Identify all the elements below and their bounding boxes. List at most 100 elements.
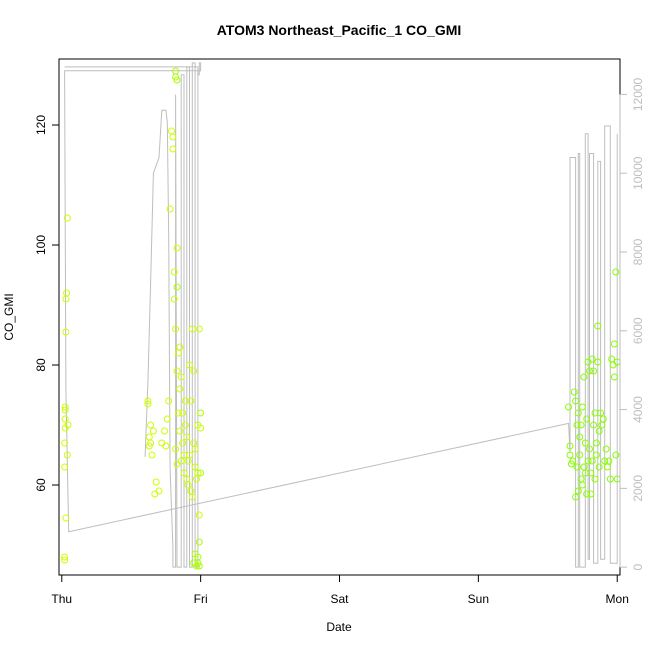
chart-title: ATOM3 Northeast_Pacific_1 CO_GMI	[217, 22, 462, 38]
data-point	[594, 322, 602, 330]
data-point	[587, 469, 595, 477]
data-point	[173, 283, 181, 291]
data-point	[165, 397, 173, 405]
y-tick-label: 120	[34, 115, 48, 135]
data-point	[176, 385, 184, 393]
data-point	[574, 487, 582, 495]
data-point	[188, 325, 196, 333]
data-point	[197, 424, 205, 432]
data-point	[151, 490, 159, 498]
data-point	[586, 445, 593, 453]
data-point	[590, 421, 598, 429]
x-tick-label: Fri	[194, 592, 208, 606]
data-point	[174, 409, 182, 417]
data-point	[577, 475, 585, 483]
data-point	[162, 442, 170, 450]
y-tick-label: 100	[34, 235, 48, 255]
data-point	[188, 493, 196, 501]
data-point	[590, 367, 598, 375]
data-point	[144, 397, 152, 405]
data-point	[573, 421, 581, 429]
data-point	[576, 433, 584, 441]
data-point	[195, 562, 203, 570]
data-point	[173, 244, 181, 252]
data-point	[186, 361, 193, 369]
data-point	[61, 415, 69, 423]
y2-tick-label: 2000	[631, 475, 645, 502]
data-point	[177, 457, 185, 465]
chart-marks	[61, 62, 621, 570]
data-point	[148, 451, 156, 459]
data-point	[577, 421, 585, 429]
data-point	[184, 457, 192, 465]
data-point	[61, 556, 69, 564]
data-point	[169, 133, 177, 141]
data-point	[63, 214, 71, 222]
data-point	[152, 478, 160, 486]
x-axis: Thu Fri Sat Sun Mon	[51, 574, 629, 606]
data-point	[179, 439, 187, 447]
data-point	[61, 553, 69, 561]
data-point	[592, 451, 600, 459]
data-point	[195, 511, 203, 519]
data-point	[172, 445, 180, 453]
data-point	[180, 469, 188, 477]
y2-tick-label: 8000	[631, 238, 645, 265]
data-point	[597, 409, 605, 417]
data-point	[570, 388, 578, 396]
data-point	[599, 415, 607, 423]
data-point	[608, 355, 616, 363]
data-point	[612, 268, 620, 276]
data-point	[190, 367, 198, 375]
data-point	[144, 400, 152, 408]
data-point	[572, 397, 580, 405]
data-point	[197, 469, 205, 477]
data-point	[193, 475, 200, 483]
data-point	[605, 457, 613, 465]
data-point	[194, 553, 202, 561]
data-point	[163, 415, 171, 423]
data-point	[176, 427, 184, 435]
data-point	[61, 439, 69, 447]
data-point	[580, 373, 588, 381]
data-point	[566, 451, 574, 459]
data-point	[565, 403, 573, 411]
data-point	[606, 475, 614, 483]
data-point	[592, 439, 600, 447]
data-point	[64, 421, 72, 429]
data-point	[191, 445, 199, 453]
data-point	[574, 409, 582, 417]
data-point	[197, 409, 205, 417]
data-point	[576, 451, 584, 459]
y-tick-label: 80	[34, 358, 48, 372]
data-point	[601, 457, 609, 465]
data-point	[195, 325, 203, 333]
data-point	[591, 475, 599, 483]
y2-tick-label: 12000	[631, 77, 645, 111]
y2-tick-label: 6000	[631, 317, 645, 344]
data-point	[190, 439, 198, 447]
data-point	[183, 433, 191, 441]
data-point	[580, 463, 588, 471]
data-point	[147, 439, 155, 447]
y2-tick-label: 10000	[631, 156, 645, 190]
data-point	[170, 295, 178, 303]
data-point	[610, 340, 618, 348]
x-tick-label: Mon	[606, 592, 629, 606]
data-point	[584, 457, 592, 465]
data-point	[173, 76, 181, 84]
y2-axis: 0 2000 4000 6000 8000 10000 12000	[619, 77, 645, 570]
data-point	[594, 358, 602, 366]
x-tick-label: Thu	[51, 592, 72, 606]
data-point	[602, 445, 610, 453]
data-point	[588, 457, 596, 465]
data-point	[194, 469, 202, 477]
data-point	[595, 427, 603, 435]
data-point	[583, 490, 591, 498]
y2-tick-label: 0	[631, 563, 645, 570]
data-point	[195, 538, 203, 546]
y2-tick-label: 4000	[631, 396, 645, 423]
data-point	[158, 439, 166, 447]
data-point	[609, 361, 617, 369]
